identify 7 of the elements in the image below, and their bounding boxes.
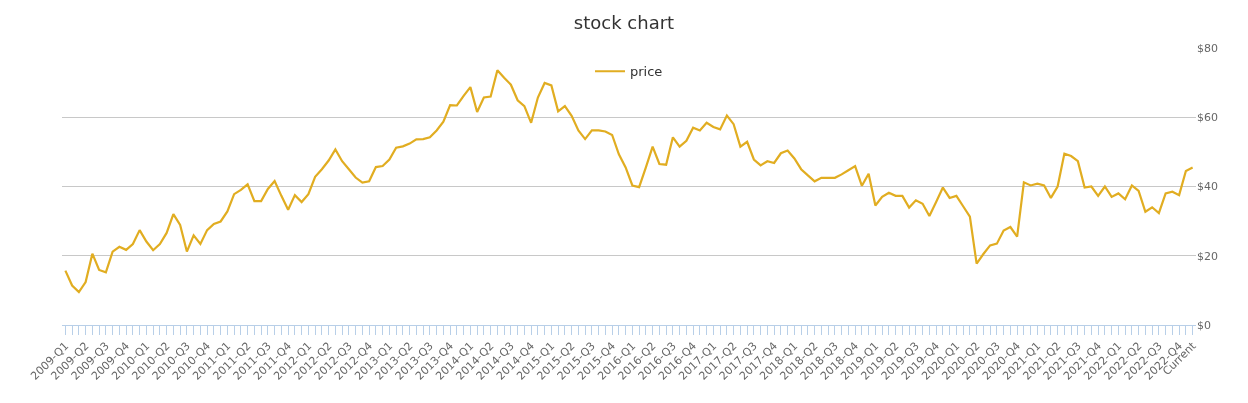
chart-title: stock chart (573, 11, 675, 33)
y-tick-label: $0 (1197, 318, 1211, 332)
y-tick-label: $40 (1197, 180, 1218, 194)
y-tick-label: $20 (1197, 249, 1218, 263)
y-tick-label: $60 (1197, 111, 1218, 125)
y-tick-label: $80 (1197, 41, 1218, 55)
legend-label: price (630, 64, 663, 80)
